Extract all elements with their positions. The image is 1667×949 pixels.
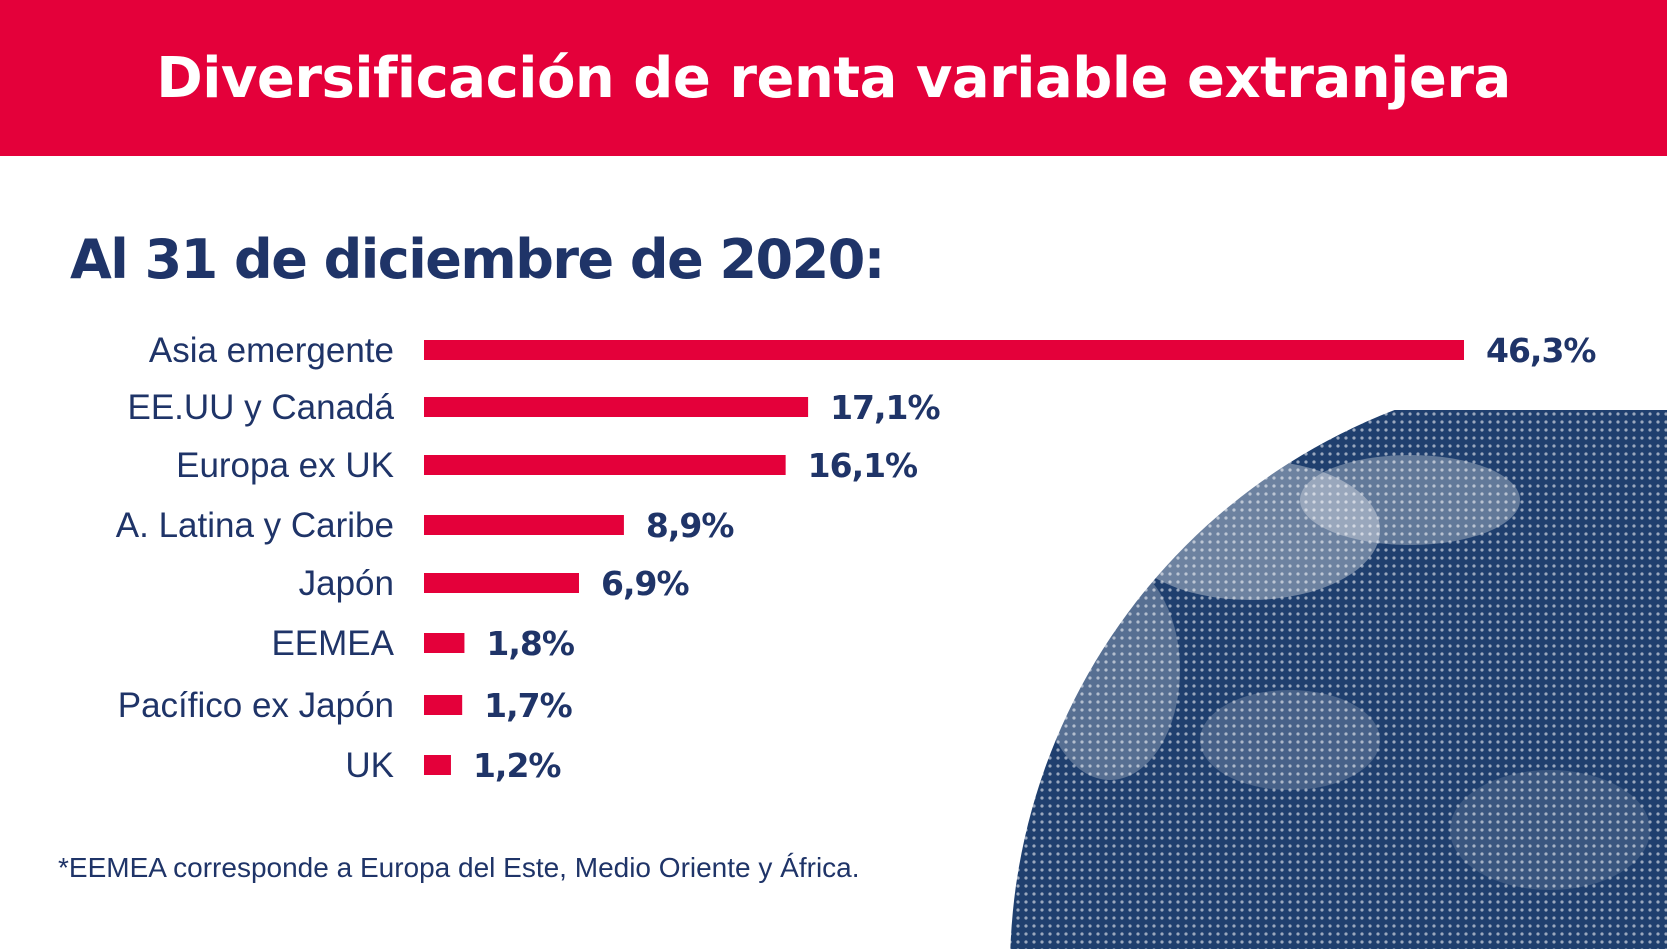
bar [424, 695, 463, 715]
data-label: 16,1% [808, 446, 918, 485]
bar [424, 755, 451, 775]
bar [424, 455, 786, 475]
title-banner: Diversificación de renta variable extran… [0, 0, 1667, 156]
bar [424, 397, 809, 417]
data-label: 46,3% [1486, 331, 1596, 370]
bar [424, 573, 579, 593]
bar [424, 340, 1464, 360]
data-label: 17,1% [830, 388, 940, 427]
category-label: EEMEA [271, 624, 394, 663]
bar [424, 515, 624, 535]
data-label: 1,8% [486, 624, 574, 663]
bar [424, 633, 465, 653]
category-label: Pacífico ex Japón [118, 686, 394, 725]
footnote: *EEMEA corresponde a Europa del Este, Me… [58, 852, 860, 883]
category-label: Europa ex UK [176, 446, 394, 485]
category-label: A. Latina y Caribe [116, 506, 394, 545]
category-label: Asia emergente [149, 331, 394, 370]
data-label: 1,7% [484, 686, 572, 725]
globe-image [1010, 410, 1667, 949]
bar-chart: Asia emergente 46,3% EE.UU y Canadá 17,1% Eu… [116, 331, 1598, 785]
data-label: 6,9% [601, 564, 689, 603]
category-label: EE.UU y Canadá [127, 388, 394, 427]
chart-title: Diversificación de renta variable extran… [156, 45, 1511, 111]
chart-subtitle: Al 31 de diciembre de 2020: [70, 228, 885, 291]
data-label: 8,9% [646, 506, 734, 545]
category-label: Japón [299, 564, 394, 603]
data-label: 1,2% [473, 746, 561, 785]
category-label: UK [345, 746, 394, 785]
